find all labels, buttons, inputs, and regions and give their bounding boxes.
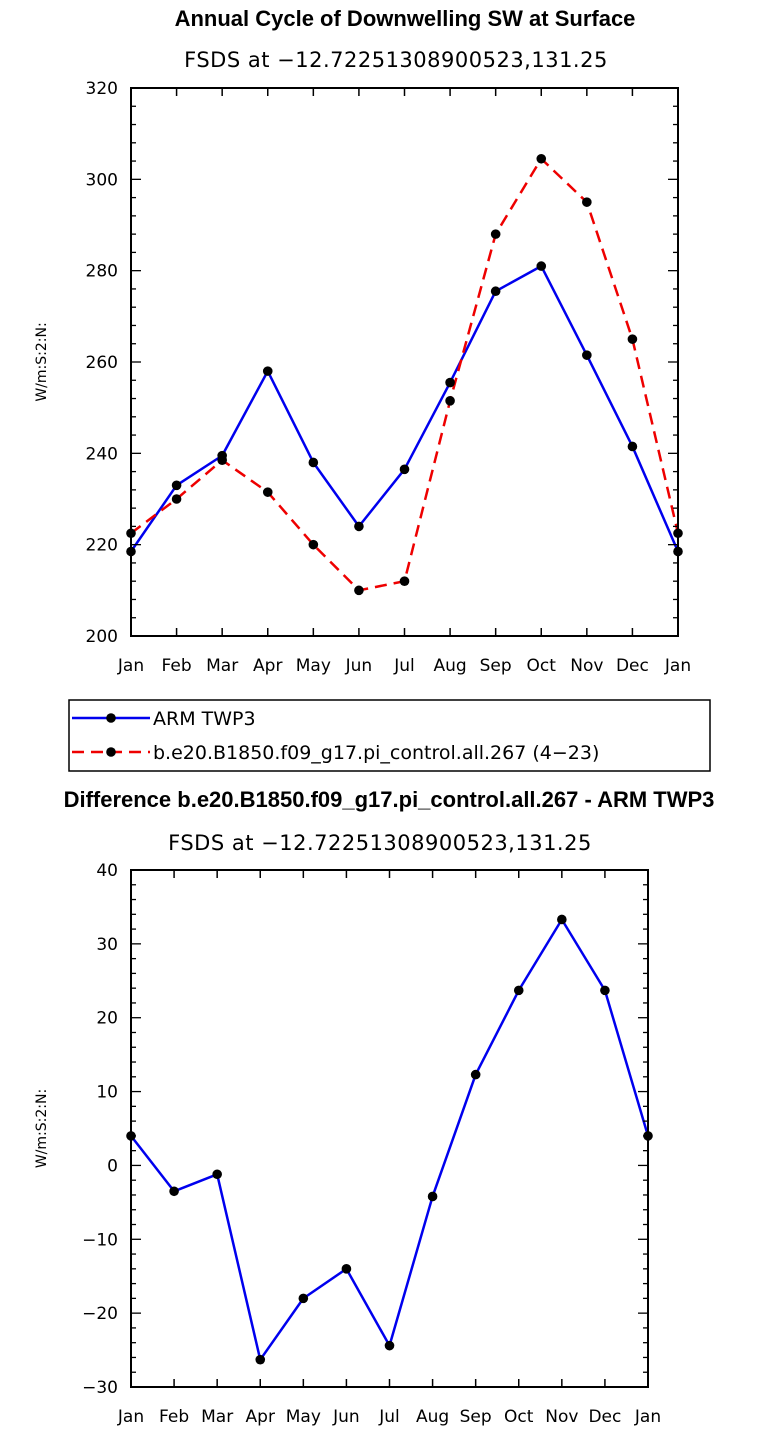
chart-1-series-2-point [308, 539, 319, 550]
chart-2-series-1-point [427, 1191, 438, 1202]
chart-1-series-2-point [262, 487, 273, 497]
chart-2-series-1-point [341, 1264, 352, 1274]
chart-1-series-1-point [490, 286, 501, 297]
chart-2-x-tick-label: Dec [588, 1407, 621, 1427]
chart-2-x-tick-label: Jun [332, 1407, 360, 1427]
chart-1-series-2-point [217, 455, 227, 465]
chart-1-series-2-point [490, 229, 501, 239]
chart-1-series-1-point [445, 377, 455, 388]
chart-2-y-tick-label: −30 [82, 1378, 118, 1398]
chart-1-y-tick-label: 300 [86, 170, 118, 190]
chart-1-series-2-point [354, 585, 364, 596]
chart-1-series-2-point [582, 197, 592, 207]
chart-2-series-1-point [384, 1340, 395, 1351]
chart-1-series-1-point [308, 457, 319, 468]
chart-1-y-axis-label: W/m:S:2:N: [34, 322, 50, 401]
chart-1-series-1-point [171, 480, 182, 491]
chart-1-x-tick-label: Jan [664, 656, 691, 676]
chart-1-series-1-line [129, 264, 680, 553]
legend-box [68, 699, 711, 772]
chart-1-y-tick-label: 200 [86, 627, 118, 647]
chart-2-title: Difference b.e20.B1850.f09_g17.pi_contro… [64, 787, 715, 812]
chart-1-x-tick-label: Dec [616, 656, 649, 676]
chart-1-series-1-point [399, 464, 410, 475]
chart-1-frame [130, 87, 679, 637]
chart-2-x-tick-label: Mar [201, 1407, 233, 1427]
legend-label-arm: ARM TWP3 [153, 708, 256, 730]
chart-2-series-1-point [255, 1354, 266, 1365]
chart-2-x-tick-label: Apr [246, 1407, 275, 1427]
chart-1-y-tick-label: 280 [86, 262, 118, 282]
chart-2-y-axis-label: W/m:S:2:N: [34, 1089, 50, 1168]
chart-2-y-tick-label: 10 [96, 1083, 118, 1103]
chart-2-series-1-point [557, 914, 567, 925]
chart-2-series-1-point [298, 1293, 309, 1304]
chart-2-x-tick-label: May [286, 1407, 321, 1427]
chart-1-subtitle: FSDS at −12.72251308900523,131.25 [184, 48, 608, 72]
chart-2-series-1-point [169, 1186, 179, 1197]
chart-1-series-1-point [354, 521, 364, 532]
legend-label-model: b.e20.B1850.f09_g17.pi_control.all.267 (… [153, 742, 599, 764]
chart-1-series-1-point [262, 366, 273, 376]
chart-2-y-tick-label: −20 [82, 1304, 118, 1324]
chart-2-x-tick-label: Nov [545, 1407, 578, 1427]
chart-2-series-1-point [470, 1069, 481, 1080]
chart-1-x-tick-label: Aug [433, 656, 466, 676]
chart-1-x-tick-label: Jul [393, 656, 415, 676]
chart-1-title: Annual Cycle of Downwelling SW at Surfac… [175, 6, 636, 31]
chart-2-x-tick-label: Oct [504, 1407, 534, 1427]
chart-1-x-tick-label: Mar [206, 656, 238, 676]
chart-1-series-1-point [582, 350, 592, 360]
chart-1-y-tick-label: 320 [86, 79, 118, 99]
chart-2-subtitle: FSDS at −12.72251308900523,131.25 [168, 831, 592, 855]
chart-1-series-2-point [627, 334, 638, 344]
chart-1-x-tick-label: May [296, 656, 331, 676]
chart-2-y-tick-label: 40 [96, 861, 118, 881]
chart-2-x-tick-label: Jan [117, 1407, 144, 1427]
legend-marker-arm [106, 713, 116, 723]
chart-2-x-tick-label: Aug [416, 1407, 449, 1427]
chart-1-series-2-point [536, 153, 547, 164]
chart-1-x-tick-label: Oct [527, 656, 557, 676]
chart-2-series-1-point [600, 985, 610, 996]
chart-1-y-tick-label: 220 [86, 536, 118, 556]
chart-1-x-tick-label: Sep [480, 656, 512, 676]
chart-1-y-tick-label: 240 [86, 444, 118, 464]
chart-2-x-tick-label: Jan [634, 1407, 661, 1427]
chart-1-y-tick-label: 260 [86, 353, 118, 373]
chart-2-series-1-line [130, 918, 650, 1361]
chart-2-x-tick-label: Sep [460, 1407, 492, 1427]
chart-1-x-tick-label: Feb [162, 656, 192, 676]
chart-1-x-tick-label: Jan [117, 656, 144, 676]
chart-2-series-1-point [212, 1169, 222, 1180]
chart-2-x-tick-label: Jul [378, 1407, 400, 1427]
chart-1-series-2-point [399, 576, 410, 586]
chart-1-legend: ARM TWP3 b.e20.B1850.f09_g17.pi_control.… [68, 699, 711, 772]
chart-2-plot: Jan Feb Mar Apr May Jun Jul Aug Sep Oct Nov Dec Jan −… [34, 861, 661, 1427]
chart-2-frame [130, 869, 649, 1388]
chart-1-plot: Jan Feb Mar Apr May Jun Jul Aug Sep Oct Nov Dec Jan 2… [34, 79, 691, 676]
chart-2-y-tick-label: 20 [96, 1009, 118, 1029]
chart-1-series-2-point [445, 396, 455, 406]
chart-1-x-tick-label: Apr [253, 656, 282, 676]
chart-2-y-tick-label: −10 [82, 1230, 118, 1250]
chart-2-y-tick-label: 30 [96, 935, 118, 955]
chart-2-x-tick-label: Feb [159, 1407, 189, 1427]
chart-2-series-1-point [513, 985, 524, 996]
chart-2-y-tick-label: 0 [107, 1156, 118, 1176]
chart-1-x-tick-label: Nov [570, 656, 603, 676]
chart-1-x-tick-label: Jun [345, 656, 373, 676]
chart-1-series-1-point [627, 441, 638, 452]
legend-marker-model [106, 747, 116, 757]
chart-1-series-1-point [536, 261, 547, 271]
chart-1-series-2-point [171, 494, 182, 504]
